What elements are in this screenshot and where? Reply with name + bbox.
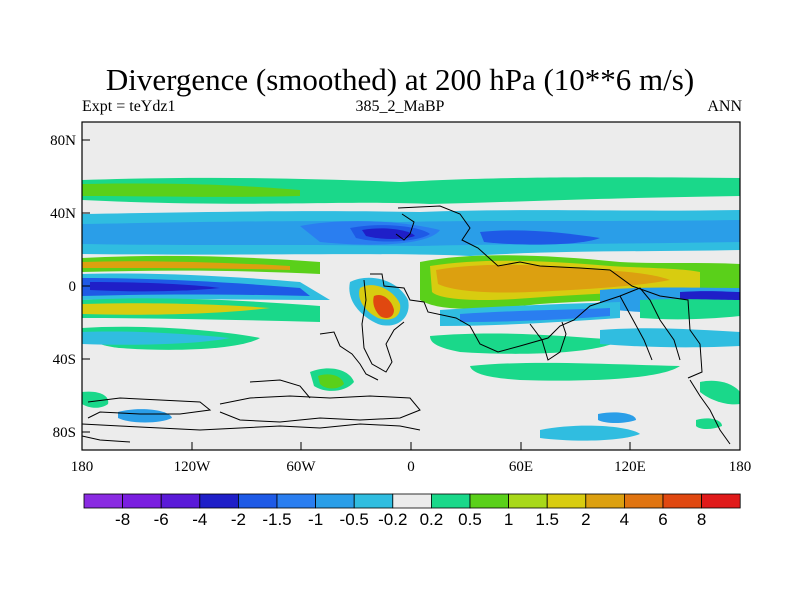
colorbar-box [237,493,278,509]
lon-label: 60W [286,459,316,475]
colorbar-box [315,493,355,509]
lat-axis: 80N 40N 0 40S 80S [50,133,90,441]
continent-outlines [82,205,731,445]
colorbar-box [662,493,702,509]
lat-label: 80N [50,133,76,149]
colorbar-label: -0.2 [378,510,407,529]
colorbar-label: -2 [231,510,246,529]
colorbar-box [160,493,201,509]
lon-label: 180 [729,459,752,475]
colorbar-box [546,493,587,509]
colorbar-box [276,493,316,509]
experiment-label: Expt = teYdz1 [82,98,176,115]
colorbar: -8 -6 -4 -2 -1.5 -1 -0.5 -0.2 0.2 0.5 1 1.5 2 4 6 8 [83,493,741,529]
colorbar-label: -1.5 [262,510,291,529]
colorbar-label: -8 [115,510,130,529]
colorbar-label: 1 [504,510,513,529]
lon-axis: 180 120W 60W 0 60E 120E 180 [71,442,752,475]
colorbar-label: -6 [154,510,169,529]
colorbar-label: -4 [192,510,207,529]
colorbar-box [624,493,664,509]
colorbar-box [199,493,239,509]
lat-label: 40S [53,352,76,368]
plot-title: Divergence (smoothed) at 200 hPa (10**6 … [105,62,695,97]
lat-label: 0 [69,279,77,295]
case-label: 385_2_MaBP [355,98,445,115]
lon-label: 120W [174,459,212,475]
colorbar-label: -0.5 [340,510,369,529]
colorbar-label: 2 [581,510,590,529]
season-label: ANN [707,98,742,115]
colorbar-label: 8 [697,510,706,529]
colorbar-box [83,493,123,509]
colorbar-label: 0.2 [420,510,444,529]
colorbar-box [585,493,625,509]
colorbar-box [430,493,471,509]
colorbar-label: 1.5 [535,510,559,529]
lon-label: 120E [614,459,646,475]
colorbar-box [392,493,432,509]
lat-label: 40N [50,206,76,222]
colorbar-label: 4 [620,510,629,529]
colorbar-label: 0.5 [458,510,482,529]
lat-label: 80S [53,425,76,441]
colorbar-box [122,493,162,509]
colorbar-box [353,493,394,509]
lon-label: 0 [407,459,415,475]
colorbar-box [508,493,548,509]
colorbar-label: 6 [658,510,667,529]
lon-label: 60E [509,459,533,475]
lon-label: 180 [71,459,94,475]
divergence-field [82,177,740,441]
colorbar-box [701,493,741,509]
colorbar-box [469,493,509,509]
colorbar-label: -1 [308,510,323,529]
